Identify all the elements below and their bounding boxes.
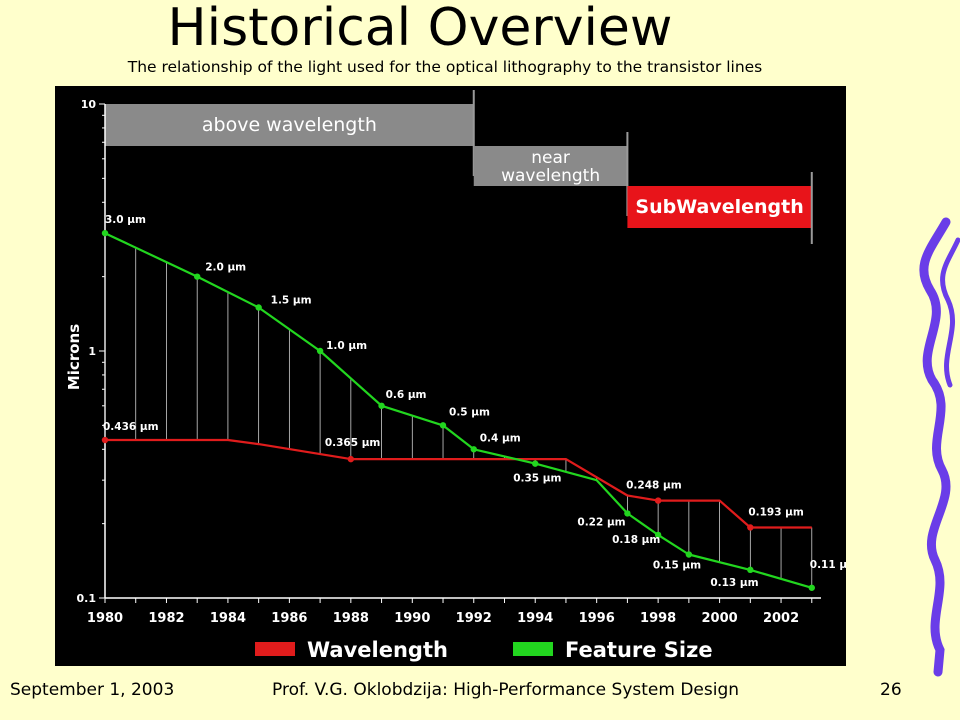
series-line-feature-size [104, 232, 813, 589]
data-label: 0.193 µm [748, 506, 804, 518]
band-label-1-1: above wavelength [202, 114, 377, 136]
y-tick-label: 10 [81, 98, 97, 111]
chart-background [55, 86, 846, 666]
data-point [439, 422, 447, 429]
data-point [101, 436, 109, 444]
x-tick-label: 1986 [271, 611, 307, 626]
data-label: 0.248 µm [626, 480, 682, 492]
data-point [624, 510, 631, 517]
x-tick-label: 1982 [148, 611, 184, 626]
data-point [193, 273, 201, 280]
x-tick-label: 2000 [701, 611, 737, 626]
page-number: 26 [880, 680, 902, 700]
data-point [347, 455, 355, 463]
data-point [470, 446, 477, 453]
band-label-2-2: wavelength [501, 166, 600, 186]
data-point [654, 497, 662, 504]
band-label-3-1: SubWavelength [635, 196, 803, 218]
data-point [685, 551, 693, 558]
band-1 [105, 104, 474, 146]
data-label: 0.6 µm [386, 389, 427, 401]
x-tick-label: 1980 [87, 611, 123, 626]
wavy-line-secondary [940, 237, 960, 388]
data-label: 0.436 µm [103, 421, 159, 433]
x-tick-label: 1994 [517, 611, 553, 626]
data-point [378, 402, 385, 409]
x-tick-label: 1996 [579, 611, 615, 626]
data-label: 2.0 µm [205, 262, 246, 274]
data-point [532, 460, 539, 467]
data-point [654, 531, 662, 539]
band-label-2-1: near [531, 148, 570, 168]
data-label: 0.18 µm [612, 534, 660, 546]
y-tick-label: 1 [88, 345, 96, 358]
x-tick-label: 1998 [640, 611, 676, 626]
x-tick-label: 1992 [456, 611, 492, 626]
x-tick-label: 1990 [394, 611, 430, 626]
y-axis-label: Microns [65, 324, 83, 390]
data-label: 0.22 µm [577, 516, 625, 528]
data-label: 0.5 µm [449, 406, 490, 418]
footer-date: September 1, 2003 [10, 680, 175, 700]
x-tick-label: 2002 [763, 611, 799, 626]
wavy-line [919, 217, 951, 677]
legend-swatch-1 [255, 642, 295, 656]
legend-swatch-2 [513, 642, 553, 656]
data-label: 1.5 µm [271, 295, 312, 307]
data-label: 0.365 µm [325, 437, 381, 449]
data-point [747, 524, 754, 531]
legend-label-1: Wavelength [307, 638, 448, 662]
data-point [101, 229, 109, 237]
data-label: 0.4 µm [480, 432, 521, 444]
band-3 [627, 186, 812, 228]
legend-label-2: Feature Size [565, 638, 713, 662]
data-point [808, 584, 815, 591]
data-label: 0.15 µm [653, 560, 701, 572]
data-point [316, 347, 324, 355]
data-label: 0.11 µm [810, 559, 846, 571]
data-point [747, 566, 754, 574]
data-label: 3.0 µm [105, 214, 146, 226]
y-tick-label: 0.1 [77, 592, 97, 605]
footer-credit: Prof. V.G. Oklobdzija: High-Performance … [272, 680, 740, 700]
slide-title: Historical Overview [167, 0, 673, 58]
series-line-wavelength [105, 438, 812, 529]
x-tick-label: 1984 [210, 611, 246, 626]
x-tick-label: 1988 [333, 611, 369, 626]
data-label: 1.0 µm [326, 340, 367, 352]
data-label: 0.13 µm [710, 577, 758, 589]
slide-subtitle: The relationship of the light used for t… [127, 58, 763, 76]
band-2 [473, 146, 628, 186]
data-point [255, 304, 262, 311]
data-label: 0.35 µm [513, 473, 561, 485]
